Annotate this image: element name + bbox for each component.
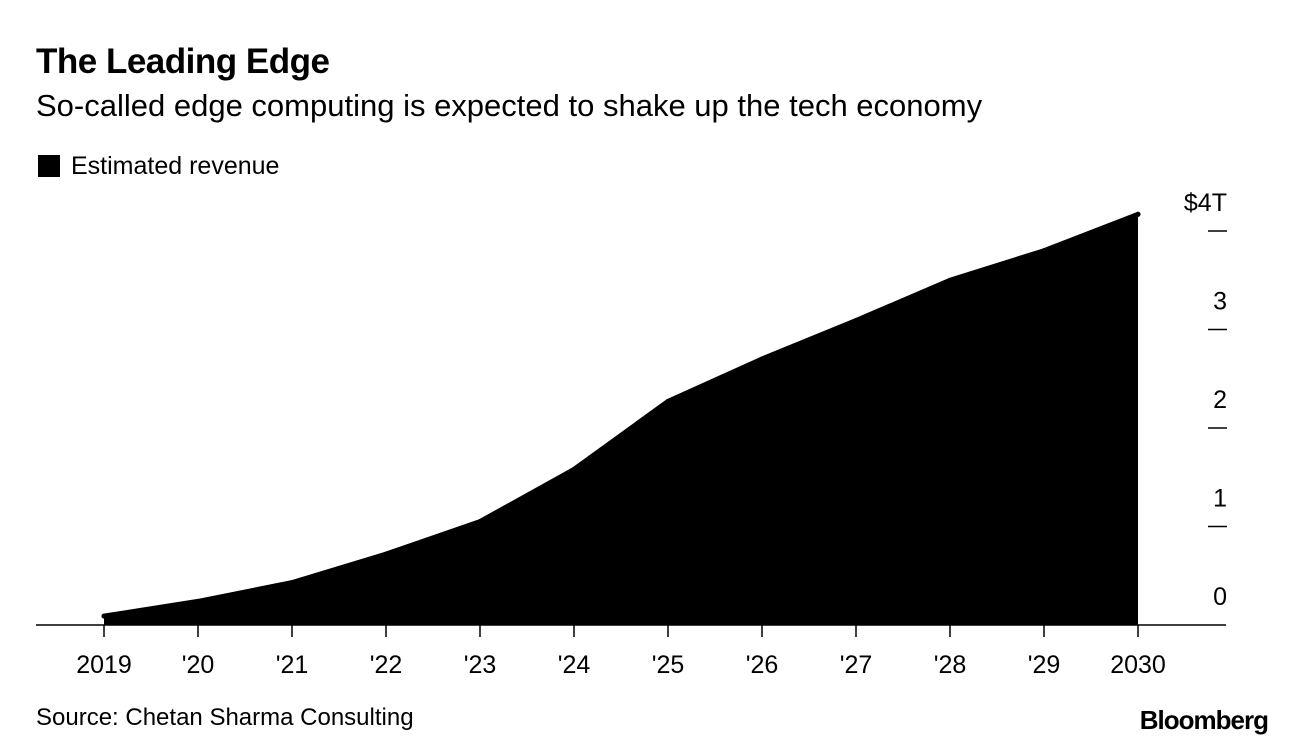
data-point-9 [947, 277, 953, 283]
x-tick-label-6: '25 [652, 651, 685, 679]
y-tick-label-4: $4T [1184, 189, 1227, 217]
y-tick-label-2: 2 [1213, 386, 1227, 414]
data-point-5 [571, 466, 577, 472]
chart-title: The Leading Edge [36, 42, 330, 81]
data-point-8 [853, 318, 859, 324]
x-tick-label-11: 2030 [1110, 651, 1166, 679]
data-point-3 [383, 551, 389, 557]
data-point-6 [665, 398, 671, 404]
legend: Estimated revenue [38, 150, 279, 182]
x-tick-label-10: '29 [1028, 651, 1061, 679]
x-tick-label-0: 2019 [76, 651, 132, 679]
y-tick-label-1: 1 [1213, 485, 1227, 513]
area-series-estimated-revenue [104, 214, 1138, 626]
y-tick-label-0: 0 [1213, 583, 1227, 611]
x-tick-label-5: '24 [558, 651, 591, 679]
legend-label: Estimated revenue [71, 152, 280, 180]
source-note: Source: Chetan Sharma Consulting [36, 704, 414, 731]
data-point-2 [289, 580, 295, 586]
x-tick-label-4: '23 [464, 651, 497, 679]
data-point-0 [101, 613, 107, 619]
x-tick-label-3: '22 [370, 651, 403, 679]
x-tick-label-1: '20 [182, 651, 215, 679]
x-tick-label-8: '27 [840, 651, 873, 679]
data-point-10 [1041, 248, 1047, 254]
data-point-11 [1135, 211, 1141, 217]
x-tick-label-7: '26 [746, 651, 779, 679]
bloomberg-logo: Bloomberg [1139, 705, 1269, 735]
data-point-1 [195, 598, 201, 604]
area-series-edge-line [101, 211, 1141, 619]
data-point-4 [477, 519, 483, 525]
chart-subtitle: So-called edge computing is expected to … [36, 88, 983, 123]
y-tick-label-3: 3 [1213, 288, 1227, 316]
x-tick-label-2: '21 [276, 651, 309, 679]
legend-swatch [38, 155, 60, 177]
x-tick-label-9: '28 [934, 651, 967, 679]
data-point-7 [759, 356, 765, 362]
